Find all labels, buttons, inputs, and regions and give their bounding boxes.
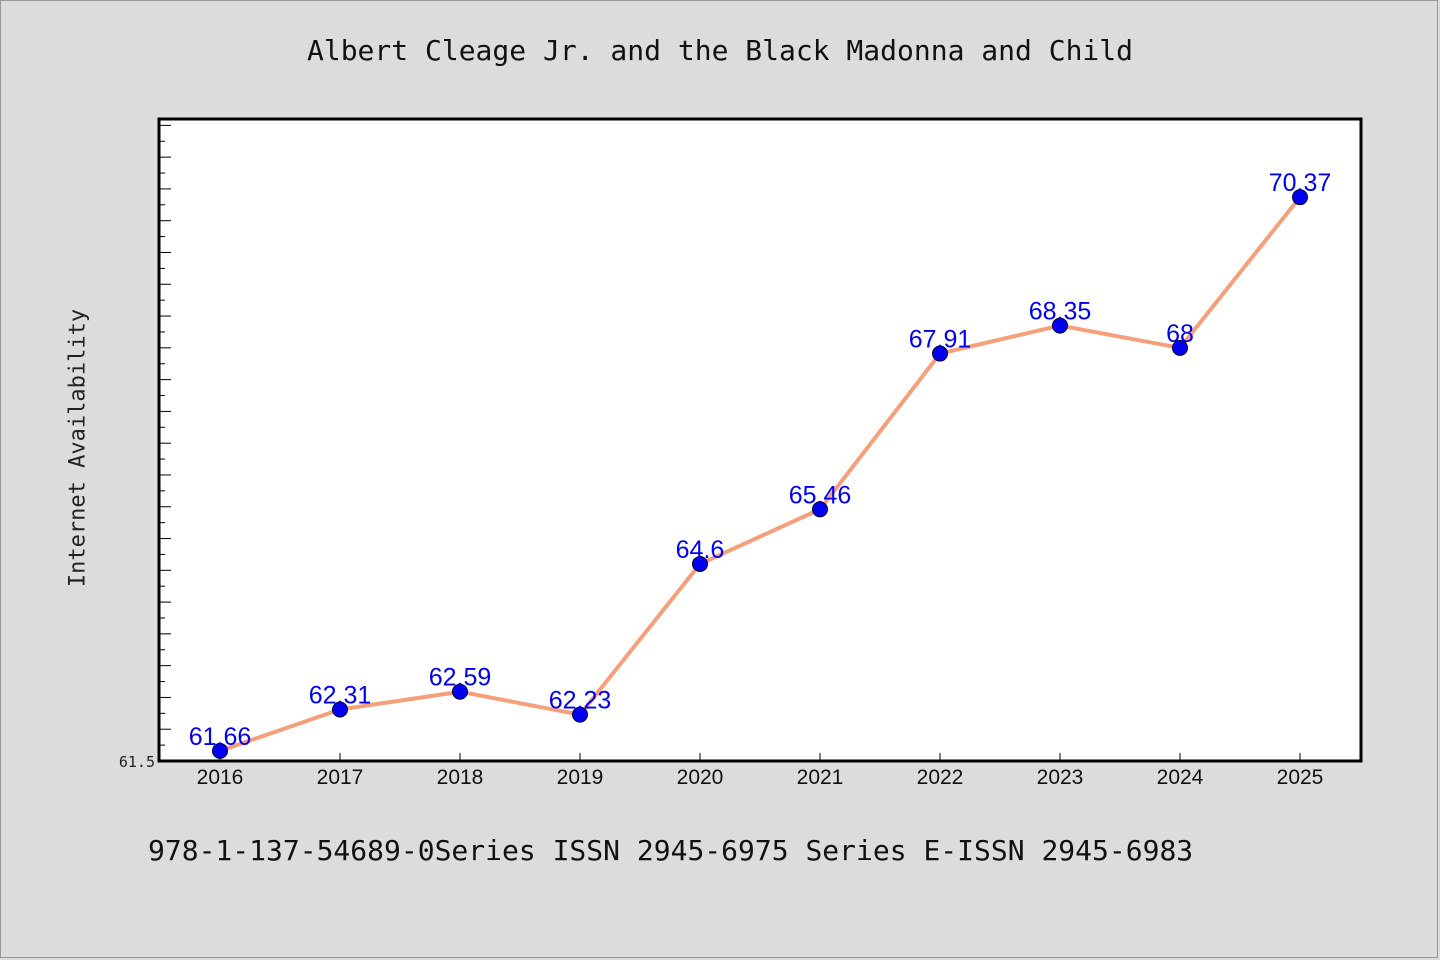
y-axis-ticks: 61.5 xyxy=(119,124,171,771)
data-point xyxy=(1172,339,1188,356)
data-label: 68 xyxy=(1166,320,1194,348)
x-tick-label: 2023 xyxy=(1037,766,1084,789)
data-point xyxy=(812,501,828,518)
data-label: 62.31 xyxy=(309,682,372,710)
plot-area xyxy=(157,117,1363,763)
data-point xyxy=(572,706,588,723)
x-tick-label: 2024 xyxy=(1157,766,1204,789)
footer-isbn-text: 978-1-137-54689-0Series ISSN 2945-6975 S… xyxy=(148,834,1194,867)
data-label: 62.23 xyxy=(549,687,612,715)
data-point xyxy=(1292,189,1308,206)
x-axis-ticks: 2016 2017 2018 2019 2020 2021 2022 2023 2024 2025 xyxy=(197,753,1324,789)
series-line xyxy=(218,195,1302,753)
data-label: 62.59 xyxy=(429,664,492,692)
data-labels: 61.66 62.31 62.59 62.23 64.6 65.46 67.91 68.35 6… xyxy=(189,169,1332,751)
data-point xyxy=(692,555,708,572)
x-tick-label: 2020 xyxy=(677,766,724,789)
data-markers xyxy=(212,189,1308,759)
chart-title: Albert Cleage Jr. and the Black Madonna … xyxy=(306,34,1133,67)
x-tick-label: 2025 xyxy=(1277,766,1324,789)
y-tick-label: 61.5 xyxy=(119,753,155,771)
x-tick-label: 2017 xyxy=(317,766,364,789)
data-point xyxy=(452,683,468,700)
x-tick-label: 2021 xyxy=(797,766,844,789)
data-point xyxy=(332,701,348,718)
data-label: 65.46 xyxy=(789,481,852,509)
data-point xyxy=(1052,317,1068,334)
series-lines xyxy=(218,195,1302,753)
x-tick-label: 2016 xyxy=(197,766,244,789)
data-label: 61.66 xyxy=(189,723,252,751)
data-point xyxy=(212,742,228,759)
data-point xyxy=(932,345,948,362)
x-tick-label: 2022 xyxy=(917,766,964,789)
data-label: 64.6 xyxy=(676,536,725,564)
data-label: 67.91 xyxy=(909,326,972,354)
data-label: 68.35 xyxy=(1029,298,1092,326)
x-tick-label: 2018 xyxy=(437,766,484,789)
x-tick-label: 2019 xyxy=(557,766,604,789)
data-label: 70.37 xyxy=(1269,169,1332,197)
